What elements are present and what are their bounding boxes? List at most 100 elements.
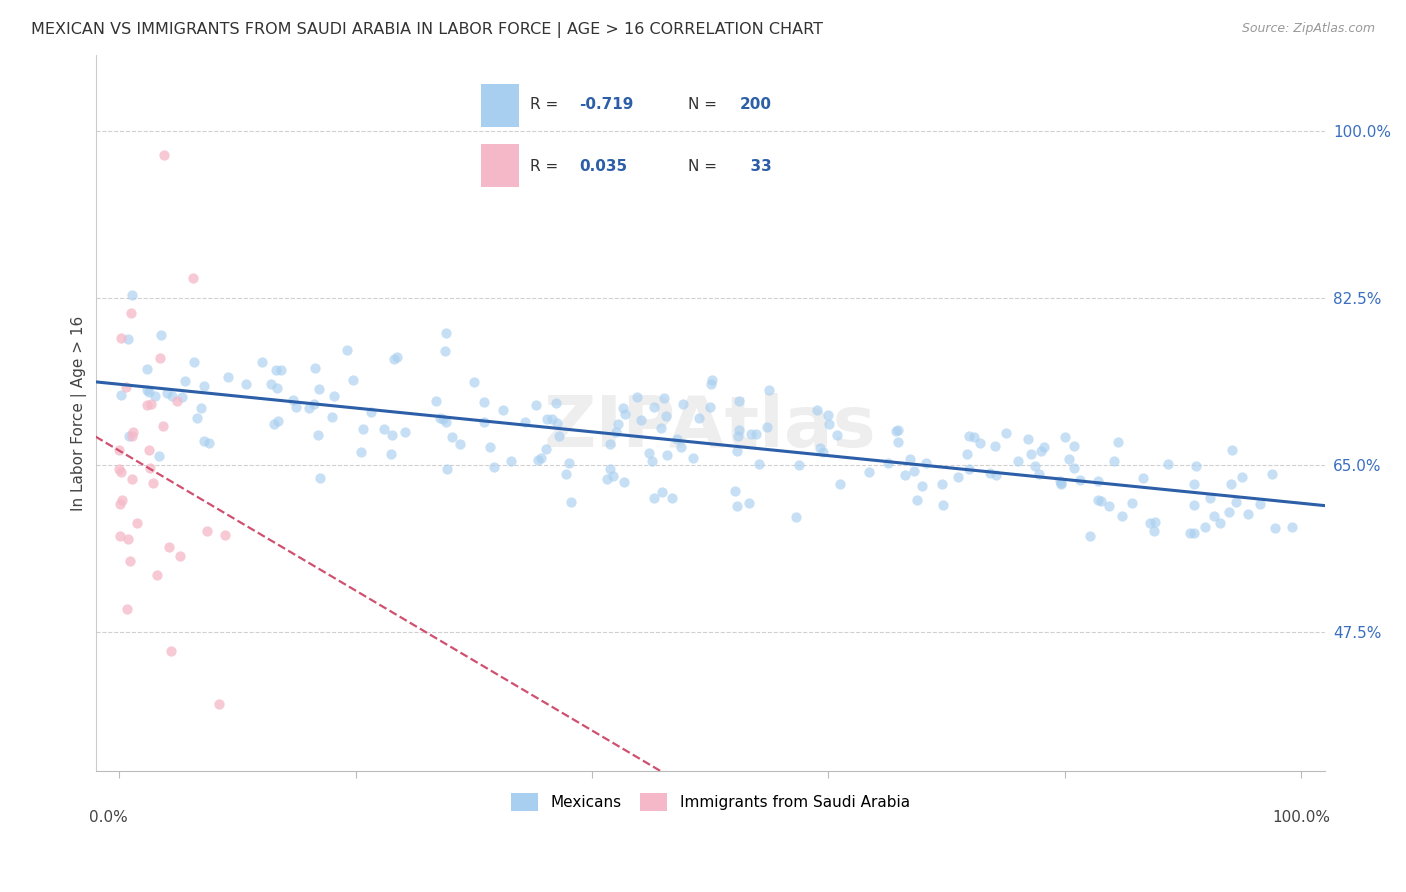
Point <box>235 376 257 391</box>
Point <box>630 413 652 427</box>
Point <box>1049 475 1071 489</box>
Point <box>527 452 550 467</box>
Point <box>524 399 547 413</box>
Point <box>432 412 454 426</box>
Point <box>115 380 138 394</box>
Point <box>655 448 678 462</box>
Point <box>1204 509 1226 524</box>
Point <box>558 456 581 470</box>
Point <box>725 499 748 513</box>
Point <box>1028 467 1050 482</box>
Point <box>548 429 571 443</box>
Point <box>148 450 170 464</box>
Point <box>1032 440 1054 454</box>
Point <box>599 437 621 451</box>
Point <box>1230 470 1253 484</box>
Legend: Mexicans, Immigrants from Saudi Arabia: Mexicans, Immigrants from Saudi Arabia <box>505 787 915 817</box>
Point <box>758 383 780 397</box>
Point <box>984 439 1007 453</box>
Point <box>193 434 215 448</box>
Point <box>108 529 131 543</box>
Point <box>1098 499 1121 513</box>
Point <box>1180 525 1202 540</box>
Point <box>138 460 160 475</box>
Point <box>1024 458 1046 473</box>
Point <box>138 384 160 399</box>
Point <box>193 378 215 392</box>
Point <box>1132 471 1154 485</box>
Point <box>607 417 630 432</box>
Point <box>560 495 582 509</box>
Point <box>599 462 621 476</box>
Point <box>322 388 344 402</box>
Point <box>434 415 457 429</box>
Point <box>682 450 704 465</box>
Point <box>876 456 898 470</box>
Point <box>1182 499 1205 513</box>
Point <box>146 568 169 582</box>
Point <box>336 343 359 358</box>
Text: MEXICAN VS IMMIGRANTS FROM SAUDI ARABIA IN LABOR FORCE | AGE > 16 CORRELATION CH: MEXICAN VS IMMIGRANTS FROM SAUDI ARABIA … <box>31 22 823 38</box>
Point <box>1264 521 1286 535</box>
Text: 100.0%: 100.0% <box>1272 810 1331 825</box>
Point <box>931 476 953 491</box>
Point <box>887 423 910 437</box>
Point <box>700 376 723 391</box>
Point <box>725 444 748 458</box>
Point <box>666 432 689 446</box>
Point <box>149 351 172 366</box>
Point <box>811 444 834 458</box>
Point <box>1194 520 1216 534</box>
Point <box>643 400 665 414</box>
Point <box>479 440 502 454</box>
Point <box>1029 444 1052 458</box>
Point <box>1182 477 1205 491</box>
Point <box>135 383 157 397</box>
Point <box>1182 525 1205 540</box>
Point <box>828 477 851 491</box>
Point <box>108 442 131 457</box>
Point <box>110 388 132 402</box>
Point <box>1281 520 1303 534</box>
Point <box>491 402 513 417</box>
Point <box>1063 461 1085 475</box>
Point <box>536 411 558 425</box>
Point <box>263 417 285 431</box>
Point <box>186 411 208 425</box>
Point <box>183 355 205 369</box>
Point <box>555 467 578 481</box>
Point <box>121 429 143 443</box>
Point <box>963 430 986 444</box>
Point <box>198 436 221 450</box>
Point <box>1218 505 1240 519</box>
Point <box>425 393 447 408</box>
Point <box>267 414 290 428</box>
Point <box>827 428 849 442</box>
Point <box>602 469 624 483</box>
Point <box>817 408 839 422</box>
Point <box>515 415 537 429</box>
Point <box>117 332 139 346</box>
Point <box>1107 435 1129 450</box>
Point <box>957 462 980 476</box>
Point <box>1019 447 1042 461</box>
Point <box>108 462 131 476</box>
Point <box>655 409 678 423</box>
Point <box>605 425 627 439</box>
Point <box>380 447 402 461</box>
Point <box>806 403 828 417</box>
Point <box>190 401 212 415</box>
Point <box>915 456 938 470</box>
Point <box>946 469 969 483</box>
Point <box>143 389 166 403</box>
Point <box>1054 429 1077 443</box>
Point <box>637 446 659 460</box>
Point <box>321 410 343 425</box>
Point <box>1220 442 1243 457</box>
Point <box>785 509 807 524</box>
Point <box>156 386 179 401</box>
Point <box>540 411 562 425</box>
Point <box>434 326 457 340</box>
Point <box>157 540 180 554</box>
Point <box>956 447 979 461</box>
